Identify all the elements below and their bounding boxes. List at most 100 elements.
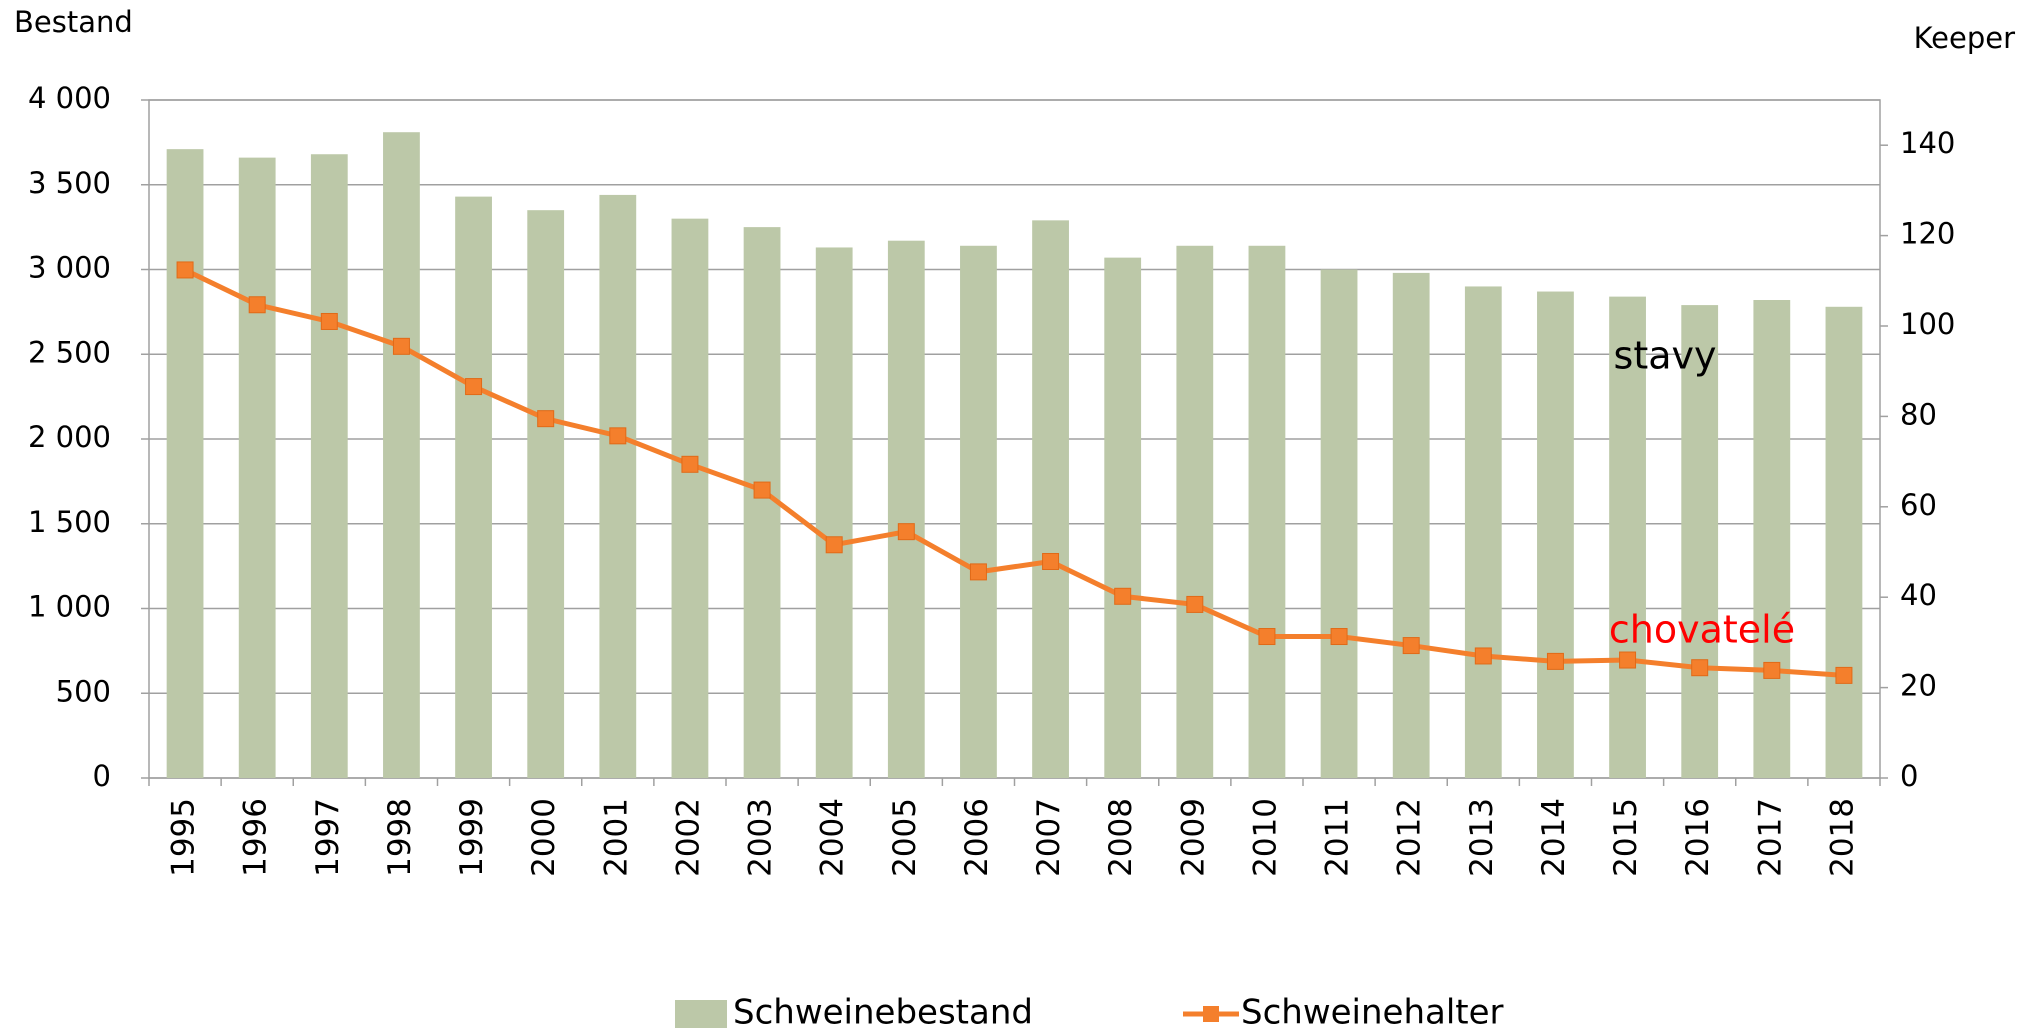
marker	[1691, 659, 1709, 677]
bar	[887, 240, 925, 778]
x-tick-label: 2006	[959, 798, 995, 877]
y2-tick-label: 60	[1900, 488, 1937, 522]
bar	[527, 210, 565, 779]
bar	[1320, 269, 1358, 778]
marker	[1258, 628, 1276, 646]
marker	[825, 536, 843, 554]
y2-tick-label: 20	[1900, 669, 1937, 703]
bar	[166, 149, 204, 778]
x-tick-label: 2008	[1103, 798, 1139, 877]
x-tick-label: 2012	[1392, 798, 1428, 877]
y-tick-label: 3 500	[28, 166, 111, 200]
marker	[897, 523, 915, 541]
y2-tick-label: 80	[1900, 397, 1937, 431]
x-tick-label: 2013	[1464, 798, 1500, 877]
x-tick-label: 2017	[1752, 798, 1788, 877]
marker	[1763, 661, 1781, 679]
marker	[465, 378, 483, 396]
y-tick-label: 0	[93, 759, 111, 793]
x-tick-label: 2002	[670, 798, 706, 877]
bar	[815, 247, 853, 779]
bar	[310, 154, 348, 779]
y2-tick-label: 0	[1900, 759, 1918, 793]
y-axis-label: Bestand	[14, 5, 133, 39]
x-tick-label: 1996	[238, 798, 274, 877]
x-tick-label: 1999	[454, 798, 490, 877]
y2-tick-label: 100	[1900, 307, 1955, 341]
marker	[1330, 628, 1348, 646]
bar	[1032, 220, 1069, 779]
marker	[609, 427, 627, 445]
x-tick-label: 1997	[310, 798, 346, 877]
marker	[1186, 595, 1204, 613]
bar	[1104, 257, 1142, 778]
marker	[537, 410, 555, 428]
bar	[383, 132, 420, 778]
x-tick-label: 1998	[382, 798, 418, 877]
x-tick-label: 2014	[1536, 798, 1572, 877]
bar	[1681, 305, 1719, 778]
bar	[1825, 306, 1863, 778]
y-tick-label: 4 000	[28, 81, 111, 115]
marker	[1546, 652, 1564, 670]
marker	[320, 312, 338, 330]
marker	[1042, 552, 1060, 570]
x-tick-label: 2016	[1680, 798, 1716, 877]
y2-tick-label: 120	[1900, 217, 1955, 251]
bar	[1176, 245, 1214, 778]
marker	[681, 455, 699, 473]
x-tick-label: 2018	[1824, 798, 1860, 877]
bar	[455, 196, 492, 779]
annotation: chovatelé	[1609, 608, 1795, 652]
marker	[969, 563, 987, 581]
legend-marker	[1203, 1006, 1219, 1022]
marker	[1474, 647, 1492, 665]
y2-tick-label: 40	[1900, 578, 1937, 612]
bar	[960, 245, 997, 778]
bar	[671, 218, 709, 778]
bar	[1753, 300, 1791, 778]
x-tick-label: 2003	[743, 798, 779, 877]
y2-tick-label: 140	[1900, 126, 1955, 160]
bar	[1248, 245, 1286, 778]
bar	[238, 157, 276, 778]
y2-axis-label: Keeper	[1914, 21, 2016, 55]
y-tick-label: 2 000	[28, 420, 111, 454]
marker	[1114, 587, 1132, 605]
x-tick-label: 2015	[1608, 798, 1644, 877]
marker	[1835, 666, 1853, 684]
bar	[599, 194, 637, 779]
legend-swatch	[675, 1000, 727, 1028]
x-tick-label: 2001	[598, 798, 634, 877]
marker	[1402, 637, 1420, 655]
bar	[1464, 286, 1502, 778]
y-tick-label: 3 000	[28, 251, 111, 285]
x-tick-label: 2009	[1175, 798, 1211, 877]
legend-label: Schweinehalter	[1241, 993, 1504, 1030]
x-tick-label: 2004	[815, 798, 851, 877]
bar	[1609, 296, 1646, 778]
annotation: stavy	[1614, 334, 1717, 378]
x-tick-label: 2000	[526, 798, 562, 877]
marker	[176, 261, 194, 279]
x-tick-label: 2005	[887, 798, 923, 877]
y-tick-label: 500	[56, 674, 111, 708]
x-tick-label: 2011	[1320, 798, 1356, 877]
marker	[392, 337, 410, 355]
y-tick-label: 2 500	[28, 335, 111, 369]
bar	[1537, 291, 1574, 778]
x-tick-label: 1995	[166, 798, 202, 877]
bar	[1392, 272, 1430, 778]
y-tick-label: 1 500	[28, 505, 111, 539]
marker	[1619, 651, 1637, 669]
y-tick-label: 1 000	[28, 590, 111, 624]
line	[183, 267, 1845, 678]
bar	[743, 227, 781, 778]
x-tick-label: 2007	[1031, 798, 1067, 877]
x-tick-label: 2010	[1247, 798, 1283, 877]
marker	[753, 481, 771, 499]
legend-label: Schweinebestand	[733, 993, 1033, 1030]
marker	[248, 296, 266, 314]
